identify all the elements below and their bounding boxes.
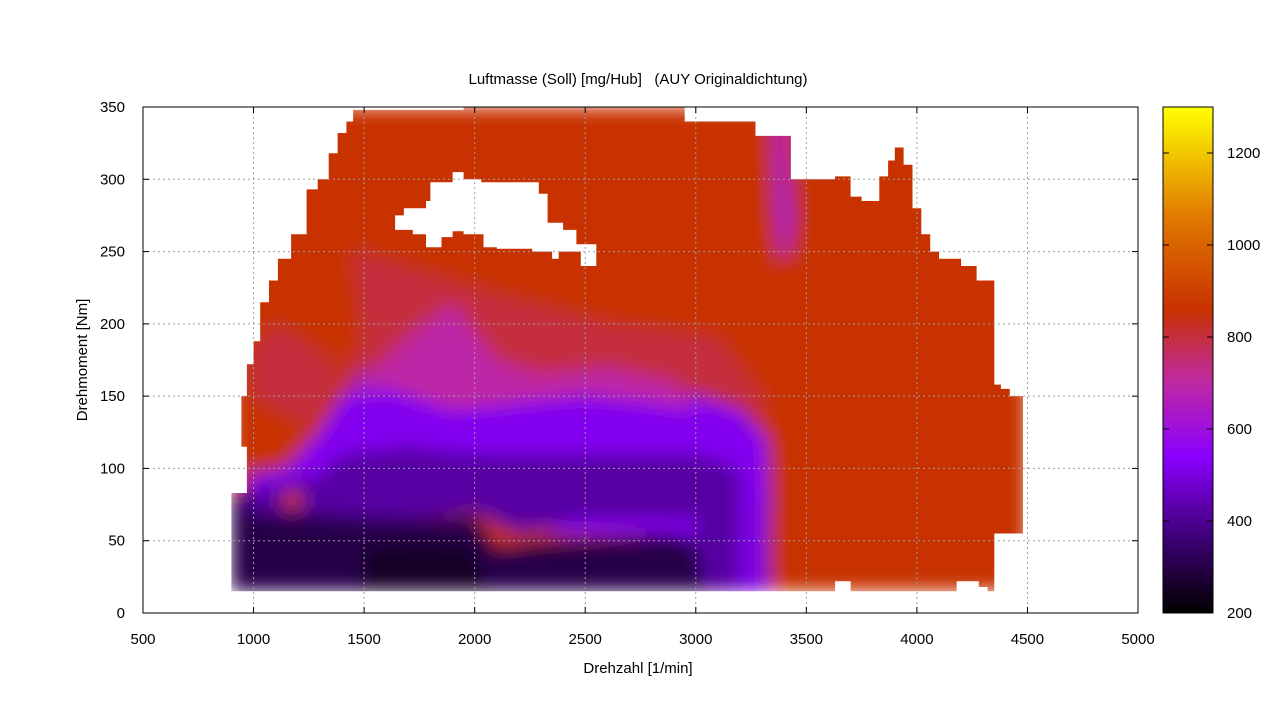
colorbar-frame [1162,106,1214,614]
colorbar-tick-label: 1000 [1227,237,1260,254]
colorbar-tick-label: 800 [1227,329,1252,346]
heatmap-zone-4 [246,446,740,592]
heatmap-zone-9 [282,490,303,509]
x-tick-label: 1000 [237,631,270,648]
y-tick-label: 250 [100,244,125,261]
x-tick-label: 2500 [569,631,602,648]
x-tick-label: 500 [130,631,155,648]
heatmap-zone-7 [773,114,794,259]
colorbar-gradient [1163,107,1213,613]
x-tick-label: 3000 [679,631,712,648]
y-tick-label: 150 [100,388,125,405]
heatmap-zone-8 [748,497,769,592]
y-tick-label: 350 [100,99,125,116]
plot-frame [142,106,1139,614]
heatmap-zone-6 [364,543,486,592]
missing-data-holes [395,172,597,266]
x-tick-label: 1500 [347,631,380,648]
heatmap-zone-1 [253,251,763,454]
colorbar-tick-label: 1200 [1227,145,1260,162]
colorbar-tick-label: 200 [1227,605,1252,622]
colorbar-tick-label: 600 [1227,421,1252,438]
heatmap-zone-3 [353,302,696,411]
x-tick-label: 4500 [1011,631,1044,648]
y-tick-label: 100 [100,460,125,477]
y-tick-label: 300 [100,171,125,188]
y-axis-label: Drehmoment [Nm] [74,299,91,422]
x-tick-label: 3500 [790,631,823,648]
x-axis-label: Drehzahl [1/min] [583,660,692,677]
y-axis: 0 50 100 150 200 250 300 350 [100,99,1138,622]
chart-title: Luftmasse (Soll) [mg/Hub] (AUY Originald… [468,71,807,88]
heatmap-zone-5 [231,493,707,592]
colorbar-tick-label: 400 [1227,513,1252,530]
y-tick-label: 50 [108,533,125,550]
x-tick-label: 4000 [900,631,933,648]
grid-lines [143,107,1138,613]
colorbar: 200 400 600 800 1000 1200 [1162,106,1260,622]
y-tick-label: 200 [100,316,125,333]
colorbar-ticks: 200 400 600 800 1000 1200 [1163,145,1260,622]
x-axis: 500 1000 1500 2000 2500 3000 3500 4000 4500 5000 [130,107,1155,648]
x-tick-label: 5000 [1121,631,1154,648]
y-tick-label: 0 [117,605,125,622]
x-tick-label: 2000 [458,631,491,648]
